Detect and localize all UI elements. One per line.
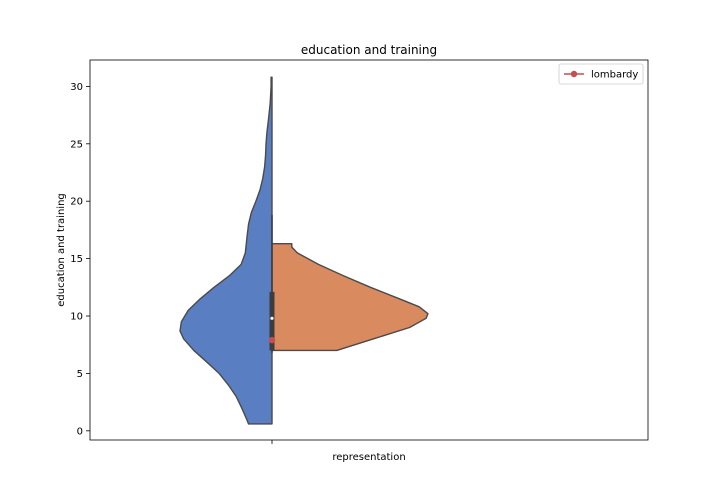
y-tick-label: 30 — [70, 82, 83, 93]
legend-label: lombardy — [591, 70, 638, 81]
violin-left-half — [179, 76, 273, 425]
x-tick-label: representation — [332, 452, 405, 463]
legend: lombardy — [558, 63, 644, 85]
legend-box — [558, 63, 644, 85]
y-tick-label: 20 — [70, 197, 83, 208]
y-axis-ticks: 0 5 10 15 20 25 30 — [70, 82, 90, 437]
plot-area — [179, 76, 429, 425]
y-tick-label: 15 — [70, 254, 83, 265]
axes-frame — [89, 59, 649, 441]
box-median — [270, 316, 274, 320]
chart-title: education and training — [301, 43, 437, 57]
point-lombardy — [268, 336, 276, 344]
y-tick-label: 10 — [70, 312, 83, 323]
y-tick-label: 25 — [70, 139, 83, 150]
y-axis-label: education and training — [56, 193, 67, 307]
y-tick-label: 5 — [77, 369, 83, 380]
box-iqr — [269, 291, 275, 351]
violin-right-half — [271, 242, 429, 352]
y-tick-label: 0 — [77, 426, 83, 437]
legend-marker-dot — [570, 70, 578, 78]
